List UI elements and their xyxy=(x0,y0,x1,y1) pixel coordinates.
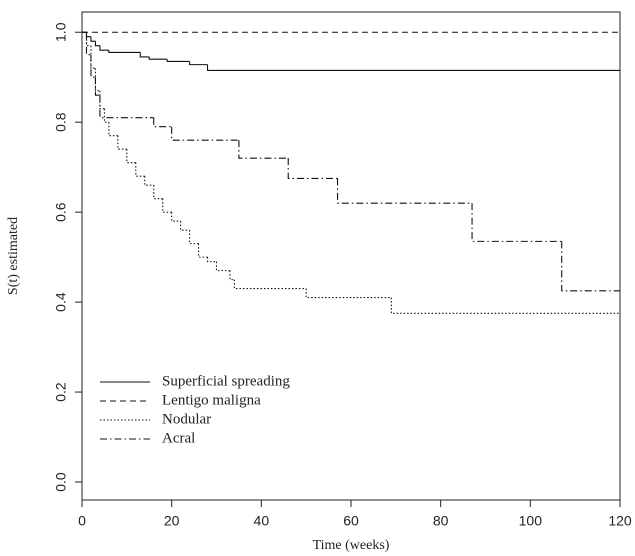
x-tick-label: 100 xyxy=(519,513,543,529)
y-axis-label: S(t) estimated xyxy=(6,217,21,295)
x-tick-label: 0 xyxy=(78,513,86,529)
step-segment xyxy=(305,288,392,299)
step-segment xyxy=(206,257,217,263)
step-segment xyxy=(198,243,208,258)
step-segment xyxy=(561,241,620,292)
step-segment xyxy=(471,203,562,242)
legend-label: Acral xyxy=(162,430,195,446)
y-tick-label: 0.0 xyxy=(53,472,69,492)
step-segment xyxy=(148,56,168,60)
x-tick-label: 80 xyxy=(433,513,449,529)
step-segment xyxy=(90,36,96,42)
x-tick-label: 120 xyxy=(608,513,632,529)
step-segment xyxy=(90,54,96,78)
step-segment xyxy=(153,185,163,200)
step-segment xyxy=(94,77,100,96)
x-tick-label: 60 xyxy=(343,513,359,529)
step-segment xyxy=(85,32,91,56)
step-segment xyxy=(206,64,620,72)
step-segment xyxy=(162,198,172,213)
step-segment xyxy=(99,95,154,119)
step-segment xyxy=(85,32,91,47)
step-segment xyxy=(85,32,91,38)
step-segment xyxy=(215,261,230,272)
step-segment xyxy=(180,221,190,231)
y-tick-label: 0.6 xyxy=(53,202,69,222)
step-segment xyxy=(135,162,145,177)
step-segment xyxy=(166,59,190,63)
x-tick-label: 20 xyxy=(164,513,180,529)
legend-label: Lentigo maligna xyxy=(162,392,261,408)
legend-label: Superficial spreading xyxy=(162,373,290,389)
x-axis-label: Time (weeks) xyxy=(313,538,390,553)
step-segment xyxy=(94,41,100,47)
step-segment xyxy=(94,68,100,92)
y-tick-label: 1.0 xyxy=(53,22,69,42)
step-segment xyxy=(171,126,239,141)
step-segment xyxy=(99,45,109,51)
step-segment xyxy=(337,178,473,204)
step-segment xyxy=(117,135,127,150)
step-segment xyxy=(108,50,141,54)
step-segment xyxy=(126,149,136,164)
step-segment xyxy=(139,52,150,58)
y-tick-label: 0.4 xyxy=(53,292,69,312)
legend-label: Nodular xyxy=(162,411,211,427)
y-tick-label: 0.8 xyxy=(53,112,69,132)
step-segment xyxy=(144,176,154,186)
step-segment xyxy=(99,90,105,110)
step-segment xyxy=(233,279,307,290)
step-segment xyxy=(189,61,208,66)
step-segment xyxy=(153,117,172,128)
step-segment xyxy=(108,122,118,137)
step-segment xyxy=(189,230,199,245)
step-segment xyxy=(171,212,181,222)
step-segment xyxy=(103,108,109,123)
step-segment xyxy=(229,270,235,281)
y-tick-label: 0.2 xyxy=(53,382,69,402)
x-tick-label: 40 xyxy=(254,513,270,529)
step-segment xyxy=(287,158,338,179)
step-segment xyxy=(238,140,289,159)
step-segment xyxy=(90,45,96,69)
step-segment xyxy=(390,297,620,314)
